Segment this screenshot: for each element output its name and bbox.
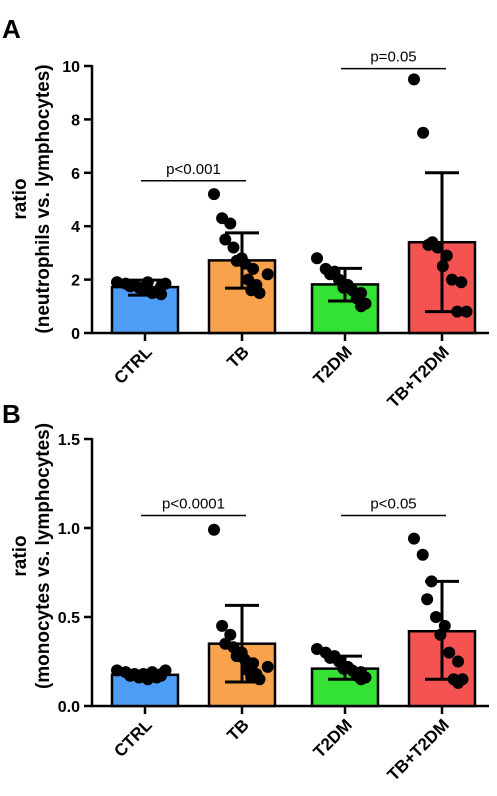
panel-a-point	[460, 305, 473, 318]
panel-a-point	[455, 276, 468, 289]
panel-a-point	[440, 249, 453, 262]
panel-b: 0.0 0.5 1.0 1.5 CTRL TB T2DM TB+T2DM p<0.0001 p<0…	[58, 432, 489, 785]
panel-b-xlabel: TB	[223, 715, 252, 744]
panel-b-point	[155, 667, 168, 680]
panel-b-point	[434, 628, 447, 641]
panel-b-significance-label: p<0.0001	[162, 496, 225, 513]
panel-a-point	[436, 260, 449, 273]
panel-a-xlabel: TB	[223, 342, 252, 371]
panel-b-xlabel: T2DM	[310, 715, 356, 761]
panel-b-point	[425, 575, 438, 588]
panel-b-ytick-label: 0.5	[58, 610, 80, 627]
panel-a-point	[417, 126, 430, 139]
panel-a-ytick-label: 6	[71, 166, 80, 183]
panel-b-ytick-label: 0.0	[58, 699, 80, 716]
panel-b-point	[216, 619, 229, 632]
panel-a-xlabel: CTRL	[110, 342, 155, 387]
panel-a-ytick-label: 0	[71, 326, 80, 343]
panel-a-point	[253, 286, 266, 299]
panel-b-point	[452, 655, 465, 668]
panel-b-ytick-label: 1.5	[58, 432, 80, 449]
panel-a-letter: A	[2, 14, 21, 44]
panel-a-ytick-label: 4	[71, 219, 80, 236]
panel-b-point	[224, 628, 237, 641]
panel-b-ylabel-line1: ratio	[10, 535, 31, 576]
panel-b-significance-label: p<0.05	[370, 496, 416, 513]
panel-b-ytick-label: 1.0	[58, 521, 80, 538]
panel-a-ylabel-line2: (neutrophils vs. lymphocytes)	[33, 64, 54, 333]
panel-a-point	[261, 268, 274, 281]
panel-a-point	[219, 233, 232, 246]
panel-a-point	[355, 300, 368, 313]
panel-a-point	[124, 280, 137, 293]
panel-a-point	[208, 188, 220, 201]
panel-a-significance-label: p=0.05	[370, 49, 416, 66]
panel-b-letter: B	[2, 399, 21, 429]
panel-b-point	[443, 646, 456, 659]
panel-a-point	[224, 217, 237, 230]
panel-a-significance-label: p<0.001	[166, 161, 221, 178]
panel-a-point	[408, 73, 420, 86]
panel-a-point	[431, 241, 444, 254]
panel-a-point	[422, 238, 435, 251]
panel-b-point	[421, 593, 434, 606]
panel-a-point	[451, 305, 464, 318]
panel-b-point	[408, 532, 420, 545]
panel-a-point	[311, 252, 323, 265]
panel-a-point	[446, 273, 459, 286]
panel-b-xlabel: TB+T2DM	[384, 715, 453, 784]
panel-a-xlabel: TB+T2DM	[384, 342, 453, 411]
panel-a-point	[155, 280, 168, 293]
panel-b-point	[438, 619, 451, 632]
panel-b-point	[416, 548, 429, 561]
panel-b-point	[261, 660, 274, 673]
panel-a-point	[227, 241, 240, 254]
panel-a-xlabel: T2DM	[310, 342, 356, 388]
panel-b-point	[429, 611, 442, 623]
panel-b-xlabel: CTRL	[110, 715, 155, 760]
panel-a-ytick-label: 10	[62, 59, 80, 76]
panel-b-point	[253, 673, 266, 686]
panel-a-ytick-label: 8	[71, 112, 80, 129]
panel-a-point	[247, 262, 260, 275]
panel-b-ylabel-line2: (monocytes vs. lymphocytes)	[33, 423, 54, 689]
panel-a: 0 2 4 6 8 10 CTRL TB T2DM TB+T2DM p<0.001 p=0.05	[62, 49, 489, 412]
panel-b-point	[208, 523, 220, 536]
panel-a-ytick-label: 2	[71, 273, 80, 290]
panel-b-point	[355, 673, 368, 686]
panel-b-point	[452, 676, 465, 689]
panel-a-point	[324, 268, 337, 281]
panel-a-ylabel-line1: ratio	[10, 178, 31, 219]
